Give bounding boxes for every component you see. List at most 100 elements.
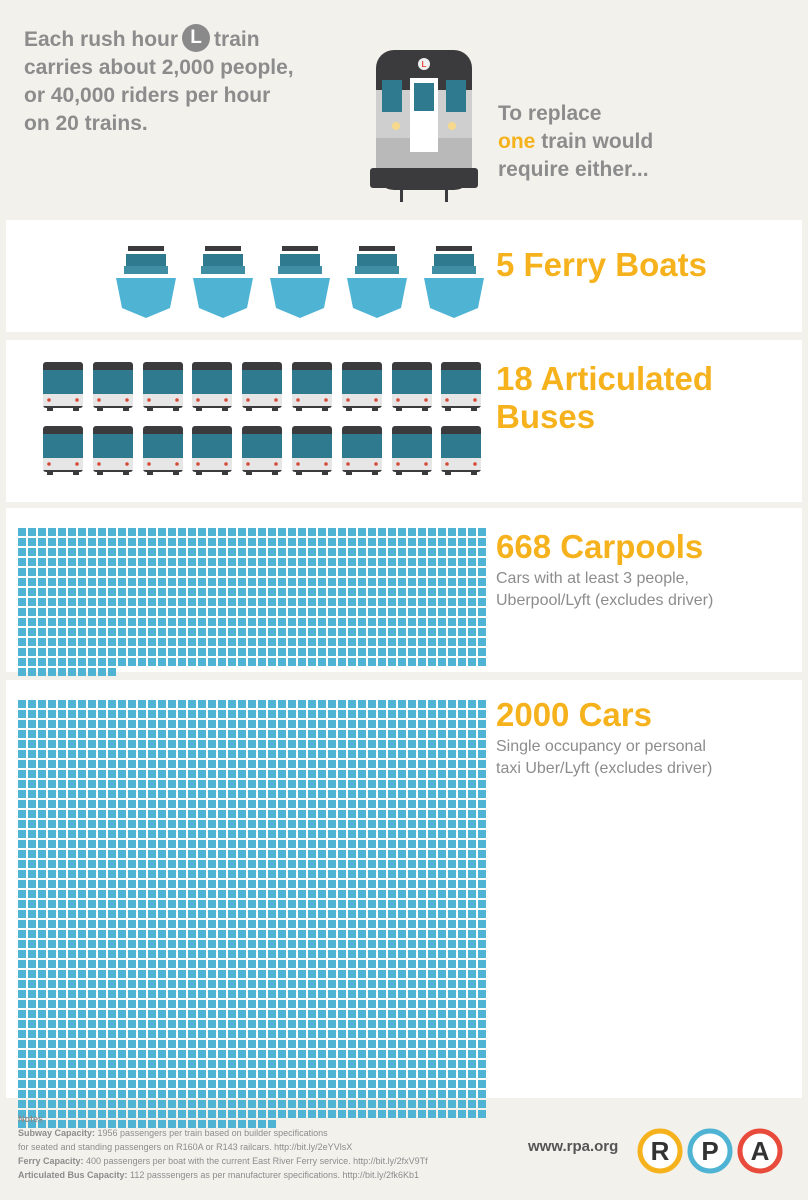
car-dot xyxy=(18,820,26,828)
car-dot xyxy=(318,1080,326,1088)
car-dot xyxy=(298,890,306,898)
car-dot xyxy=(158,780,166,788)
carpool-dot xyxy=(108,638,116,646)
carpool-dot xyxy=(398,568,406,576)
car-dot xyxy=(418,1080,426,1088)
car-dot xyxy=(98,740,106,748)
car-dot xyxy=(298,1090,306,1098)
car-dot xyxy=(108,750,116,758)
carpool-dot xyxy=(438,598,446,606)
car-dot xyxy=(428,930,436,938)
carpool-dot xyxy=(178,638,186,646)
car-dot xyxy=(288,780,296,788)
carpool-dot xyxy=(148,578,156,586)
car-dot xyxy=(228,970,236,978)
car-dot xyxy=(38,800,46,808)
car-dot xyxy=(408,790,416,798)
car-dot xyxy=(108,860,116,868)
car-dot xyxy=(458,870,466,878)
car-dot xyxy=(288,950,296,958)
car-dot xyxy=(118,830,126,838)
carpool-dot xyxy=(108,558,116,566)
car-dot xyxy=(268,1060,276,1068)
rpa-url-link[interactable]: www.rpa.org xyxy=(528,1138,619,1155)
car-dot xyxy=(68,1030,76,1038)
car-dot xyxy=(388,930,396,938)
car-dot xyxy=(398,800,406,808)
car-dot xyxy=(468,1030,476,1038)
car-dot xyxy=(48,770,56,778)
carpool-dot xyxy=(378,568,386,576)
car-dot xyxy=(468,950,476,958)
car-dot xyxy=(238,810,246,818)
car-dot xyxy=(108,890,116,898)
car-dot xyxy=(288,760,296,768)
car-dot xyxy=(28,1020,36,1028)
car-dot xyxy=(478,810,486,818)
car-dot xyxy=(168,1020,176,1028)
car-dot xyxy=(208,990,216,998)
carpool-dot xyxy=(368,658,376,666)
car-dot xyxy=(368,870,376,878)
car-dot xyxy=(238,990,246,998)
car-dot xyxy=(328,980,336,988)
car-dot xyxy=(18,840,26,848)
car-dot xyxy=(348,950,356,958)
car-dot xyxy=(328,950,336,958)
car-dot xyxy=(98,780,106,788)
car-dot xyxy=(428,1040,436,1048)
car-dot xyxy=(288,850,296,858)
carpool-dot xyxy=(218,568,226,576)
car-dot xyxy=(38,960,46,968)
carpool-dot xyxy=(388,608,396,616)
car-dot xyxy=(128,1060,136,1068)
carpool-dot xyxy=(378,608,386,616)
car-dot xyxy=(198,800,206,808)
car-dot xyxy=(108,720,116,728)
car-dot xyxy=(88,970,96,978)
car-dot xyxy=(418,780,426,788)
carpool-dot xyxy=(428,628,436,636)
car-dot xyxy=(438,930,446,938)
carpool-dot xyxy=(178,628,186,636)
car-dot xyxy=(128,1030,136,1038)
car-dot xyxy=(318,780,326,788)
carpool-dot xyxy=(318,578,326,586)
car-dot xyxy=(38,970,46,978)
carpool-dot xyxy=(458,658,466,666)
car-dot xyxy=(388,700,396,708)
car-dot xyxy=(438,1020,446,1028)
car-dot xyxy=(128,1010,136,1018)
car-dot xyxy=(478,950,486,958)
car-dot xyxy=(318,870,326,878)
carpool-dot xyxy=(248,598,256,606)
car-dot xyxy=(118,1100,126,1108)
car-dot xyxy=(38,890,46,898)
car-dot xyxy=(408,1060,416,1068)
car-dot xyxy=(88,1000,96,1008)
car-dot xyxy=(28,880,36,888)
car-dot xyxy=(278,1060,286,1068)
carpool-dot xyxy=(388,568,396,576)
carpool-dot xyxy=(198,588,206,596)
note-ferry-label: Ferry Capacity: xyxy=(18,1156,84,1166)
car-dot xyxy=(198,1020,206,1028)
car-dot xyxy=(108,970,116,978)
car-dot xyxy=(248,870,256,878)
car-dot xyxy=(18,950,26,958)
car-dot xyxy=(38,1000,46,1008)
car-dot xyxy=(378,880,386,888)
car-dot xyxy=(88,750,96,758)
car-dot xyxy=(298,760,306,768)
car-dot xyxy=(468,1020,476,1028)
car-dot xyxy=(478,900,486,908)
carpool-dot xyxy=(58,648,66,656)
car-dot xyxy=(288,1000,296,1008)
car-dot xyxy=(188,970,196,978)
car-dot xyxy=(468,730,476,738)
car-dot xyxy=(148,930,156,938)
car-dot xyxy=(308,980,316,988)
car-dot xyxy=(438,760,446,768)
car-dot xyxy=(178,900,186,908)
carpool-dot xyxy=(88,638,96,646)
